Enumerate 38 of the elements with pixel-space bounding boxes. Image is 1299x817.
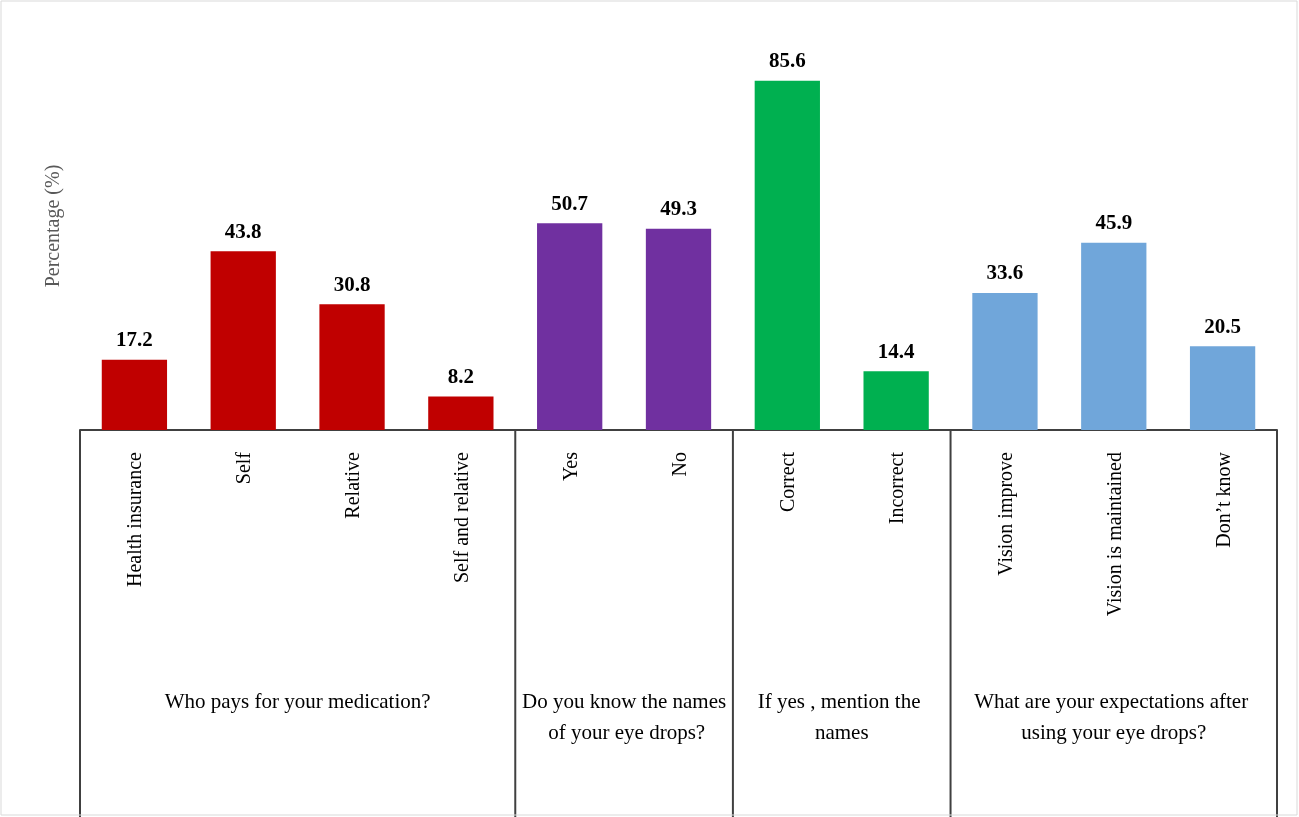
y-axis-title: Percentage (%) <box>41 164 64 288</box>
text: What are your expectations after using your eye drops? <box>974 688 1254 744</box>
data-label: 14.4 <box>877 338 916 363</box>
data-label: 50.7 <box>551 190 589 215</box>
bar <box>645 228 712 430</box>
bar <box>863 371 929 430</box>
data-label: 45.9 <box>1095 210 1133 235</box>
bar <box>1081 242 1147 430</box>
data-label: 33.6 <box>986 260 1024 285</box>
x-tick-label: Don’t know <box>1211 451 1234 548</box>
data-label: 30.8 <box>333 271 371 296</box>
data-label: 43.8 <box>224 218 262 243</box>
bar <box>1189 346 1256 430</box>
bar <box>537 223 603 430</box>
data-label: 8.2 <box>447 364 474 389</box>
bar <box>754 80 820 430</box>
x-tick-label: Vision is maintained <box>1102 452 1125 617</box>
bar <box>428 396 494 430</box>
data-label: 17.2 <box>116 327 153 352</box>
bar <box>210 251 276 430</box>
bar <box>319 304 385 430</box>
x-tick-label: Yes <box>558 451 581 482</box>
bar <box>101 359 168 430</box>
x-tick-label: Correct <box>776 451 799 512</box>
x-tick-label: Health insurance <box>123 451 146 587</box>
x-tick-label: Relative <box>341 451 364 519</box>
data-label: 49.3 <box>660 196 697 221</box>
x-tick-label: Vision improve <box>993 451 1017 576</box>
data-label: 20.5 <box>1204 313 1241 338</box>
x-tick-label: Incorrect <box>885 451 908 525</box>
bar <box>972 292 1038 430</box>
text: If yes , mention the names <box>757 688 926 744</box>
text: Who pays for your medication? <box>164 688 431 713</box>
data-label: 85.6 <box>768 48 806 73</box>
x-tick-label: No <box>667 452 690 477</box>
text: Do you know the names of your eye drops? <box>522 688 727 744</box>
x-tick-label: Self <box>232 451 255 485</box>
x-tick-label: Self and relative <box>449 451 472 584</box>
